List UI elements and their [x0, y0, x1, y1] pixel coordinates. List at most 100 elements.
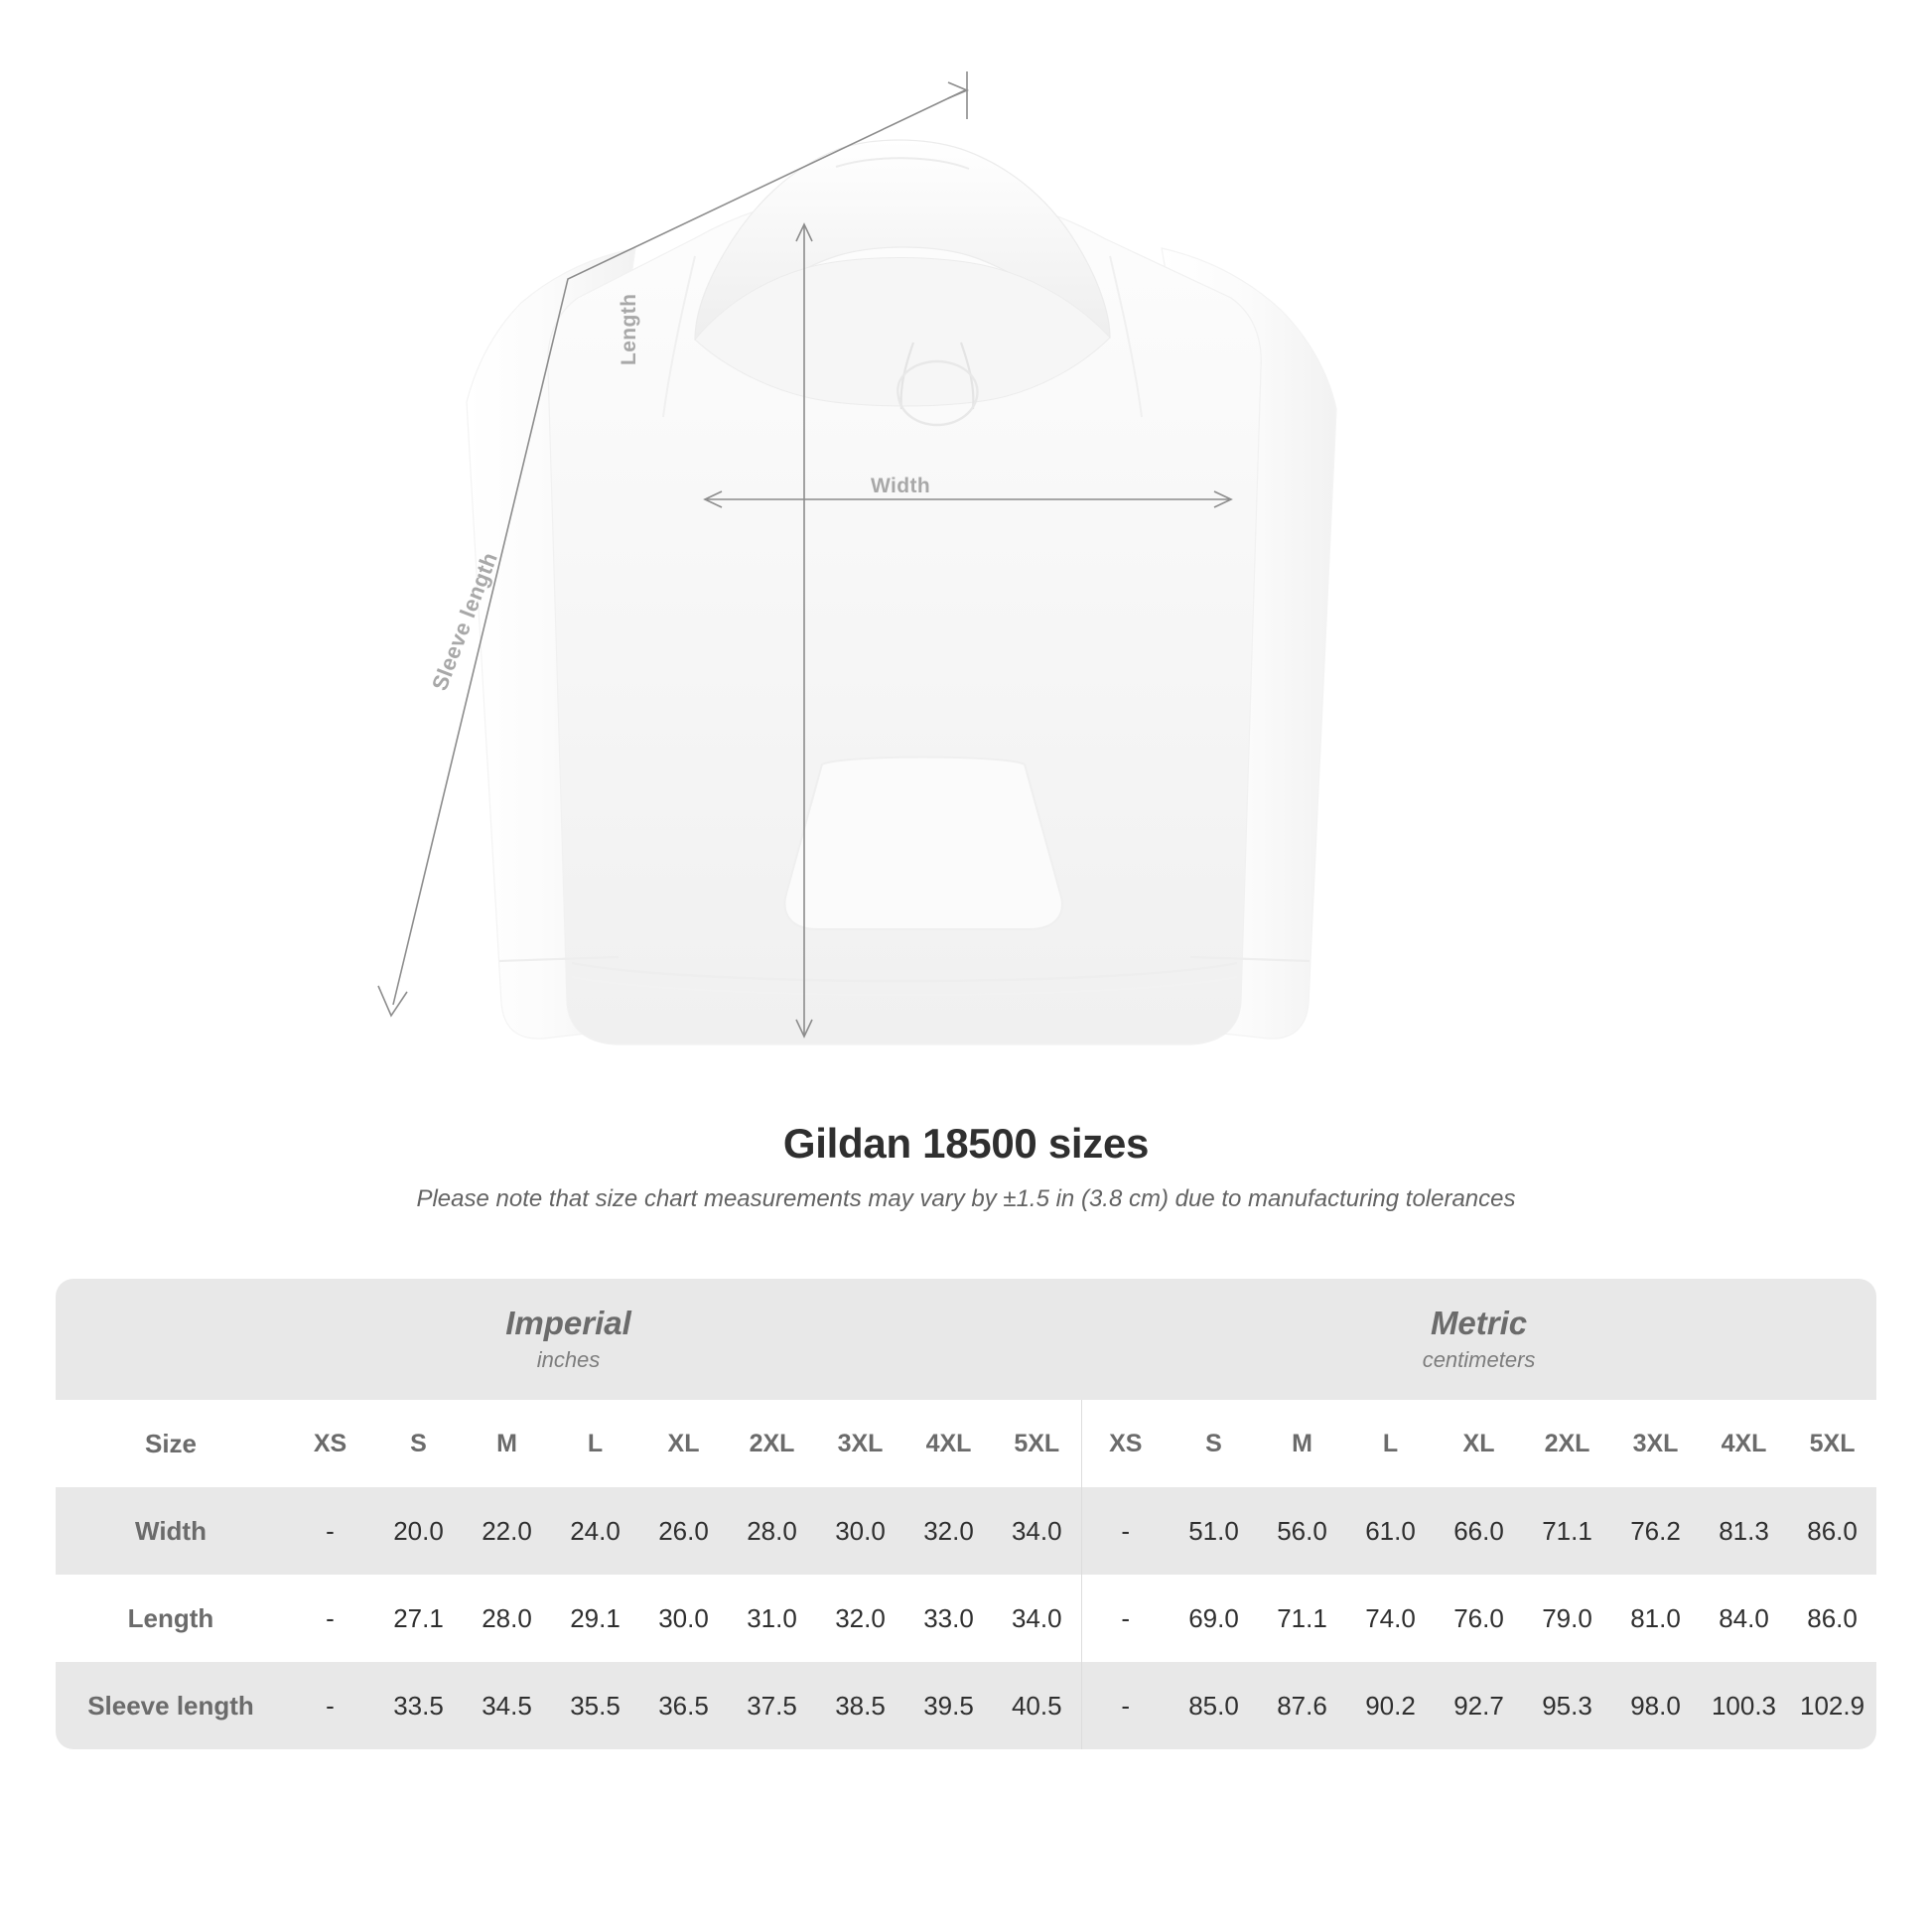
tolerance-note: Please note that size chart measurements…: [416, 1185, 1516, 1212]
cell-width-imperial-m: 22.0: [463, 1487, 551, 1575]
cell-length-imperial-xl: 30.0: [639, 1575, 728, 1662]
cell-length-imperial-xs: -: [286, 1575, 374, 1662]
imperial-unit-name: Imperial: [505, 1304, 631, 1341]
size-header-label: Size: [56, 1400, 286, 1487]
size-col-imperial-m: M: [463, 1400, 551, 1487]
cell-length-metric-m: 71.1: [1258, 1575, 1346, 1662]
cell-sleeve-metric-s: 85.0: [1170, 1662, 1258, 1749]
cell-length-imperial-l: 29.1: [551, 1575, 639, 1662]
cell-width-metric-4xl: 81.3: [1700, 1487, 1788, 1575]
cell-sleeve-imperial-s: 33.5: [374, 1662, 463, 1749]
size-col-imperial-3xl: 3XL: [816, 1400, 904, 1487]
width-label: Width: [871, 475, 931, 497]
cell-length-metric-l: 74.0: [1346, 1575, 1435, 1662]
size-col-metric-l: L: [1346, 1400, 1435, 1487]
cell-sleeve-metric-3xl: 98.0: [1611, 1662, 1700, 1749]
metric-unit-sub: centimeters: [1422, 1347, 1536, 1373]
cell-length-imperial-4xl: 33.0: [904, 1575, 993, 1662]
size-chart-table: Imperial inches Metric centimeters Size …: [56, 1279, 1877, 1749]
cell-sleeve-metric-l: 90.2: [1346, 1662, 1435, 1749]
cell-width-imperial-5xl: 34.0: [993, 1487, 1081, 1575]
length-label: Length: [618, 293, 640, 365]
row-label-length: Length: [56, 1575, 286, 1662]
cell-width-metric-l: 61.0: [1346, 1487, 1435, 1575]
cell-sleeve-imperial-5xl: 40.5: [993, 1662, 1081, 1749]
cell-width-imperial-4xl: 32.0: [904, 1487, 993, 1575]
cell-sleeve-imperial-l: 35.5: [551, 1662, 639, 1749]
cell-sleeve-metric-2xl: 95.3: [1523, 1662, 1611, 1749]
cell-sleeve-metric-m: 87.6: [1258, 1662, 1346, 1749]
size-table-wrapper: Imperial inches Metric centimeters Size …: [56, 1279, 1877, 1749]
cell-sleeve-imperial-xl: 36.5: [639, 1662, 728, 1749]
cell-length-metric-xs: -: [1080, 1575, 1170, 1662]
cell-length-imperial-s: 27.1: [374, 1575, 463, 1662]
unit-header-row: Imperial inches Metric centimeters: [56, 1279, 1877, 1400]
cell-sleeve-imperial-4xl: 39.5: [904, 1662, 993, 1749]
table-row: Width - 20.0 22.0 24.0 26.0 28.0 30.0 32…: [56, 1487, 1877, 1575]
cell-sleeve-metric-xl: 92.7: [1435, 1662, 1523, 1749]
imperial-header-cell: Imperial inches: [56, 1279, 1081, 1400]
size-col-metric-4xl: 4XL: [1700, 1400, 1788, 1487]
size-header-row: Size XS S M L XL 2XL 3XL 4XL 5XL XS S M …: [56, 1400, 1877, 1487]
row-label-sleeve-length: Sleeve length: [56, 1662, 286, 1749]
cell-width-metric-xs: -: [1080, 1487, 1170, 1575]
cell-width-imperial-xs: -: [286, 1487, 374, 1575]
cell-width-imperial-xl: 26.0: [639, 1487, 728, 1575]
cell-width-metric-s: 51.0: [1170, 1487, 1258, 1575]
size-col-imperial-xs: XS: [286, 1400, 374, 1487]
cell-sleeve-metric-xs: -: [1080, 1662, 1170, 1749]
cell-length-imperial-2xl: 31.0: [728, 1575, 816, 1662]
cell-sleeve-imperial-3xl: 38.5: [816, 1662, 904, 1749]
cell-width-metric-xl: 66.0: [1435, 1487, 1523, 1575]
cell-length-metric-4xl: 84.0: [1700, 1575, 1788, 1662]
cell-length-metric-s: 69.0: [1170, 1575, 1258, 1662]
size-col-metric-xs: XS: [1080, 1400, 1170, 1487]
size-col-imperial-2xl: 2XL: [728, 1400, 816, 1487]
cell-length-metric-3xl: 81.0: [1611, 1575, 1700, 1662]
metric-unit-name: Metric: [1430, 1304, 1528, 1341]
cell-width-imperial-s: 20.0: [374, 1487, 463, 1575]
sleeve-length-line: [392, 89, 966, 1006]
cell-length-metric-2xl: 79.0: [1523, 1575, 1611, 1662]
size-col-imperial-4xl: 4XL: [904, 1400, 993, 1487]
size-col-metric-5xl: 5XL: [1788, 1400, 1877, 1487]
row-label-width: Width: [56, 1487, 286, 1575]
size-col-imperial-5xl: 5XL: [993, 1400, 1081, 1487]
cell-length-imperial-3xl: 32.0: [816, 1575, 904, 1662]
cell-length-imperial-m: 28.0: [463, 1575, 551, 1662]
size-col-metric-xl: XL: [1435, 1400, 1523, 1487]
cell-sleeve-metric-4xl: 100.3: [1700, 1662, 1788, 1749]
cell-width-imperial-3xl: 30.0: [816, 1487, 904, 1575]
imperial-unit-sub: inches: [536, 1347, 601, 1373]
cell-width-metric-5xl: 86.0: [1788, 1487, 1877, 1575]
cell-length-metric-5xl: 86.0: [1788, 1575, 1877, 1662]
title-block: Gildan 18500 sizes Please note that size…: [0, 1120, 1932, 1213]
cell-sleeve-imperial-m: 34.5: [463, 1662, 551, 1749]
size-col-imperial-xl: XL: [639, 1400, 728, 1487]
cell-sleeve-imperial-xs: -: [286, 1662, 374, 1749]
size-col-metric-m: M: [1258, 1400, 1346, 1487]
measurement-lines: [377, 71, 1233, 1038]
size-col-metric-3xl: 3XL: [1611, 1400, 1700, 1487]
size-col-metric-s: S: [1170, 1400, 1258, 1487]
size-col-imperial-s: S: [374, 1400, 463, 1487]
cell-width-imperial-l: 24.0: [551, 1487, 639, 1575]
cell-sleeve-metric-5xl: 102.9: [1788, 1662, 1877, 1749]
page-title: Gildan 18500 sizes: [782, 1120, 1150, 1167]
table-row: Sleeve length - 33.5 34.5 35.5 36.5 37.5…: [56, 1662, 1877, 1749]
cell-length-imperial-5xl: 34.0: [993, 1575, 1081, 1662]
cell-width-metric-2xl: 71.1: [1523, 1487, 1611, 1575]
size-col-metric-2xl: 2XL: [1523, 1400, 1611, 1487]
garment-measurement-diagram: Length Width Sleeve length: [377, 71, 1337, 1045]
size-col-imperial-l: L: [551, 1400, 639, 1487]
hoodie-shape: [466, 139, 1337, 1045]
cell-width-metric-3xl: 76.2: [1611, 1487, 1700, 1575]
cell-width-imperial-2xl: 28.0: [728, 1487, 816, 1575]
metric-header-cell: Metric centimeters: [1081, 1279, 1877, 1400]
table-row: Length - 27.1 28.0 29.1 30.0 31.0 32.0 3…: [56, 1575, 1877, 1662]
cell-sleeve-imperial-2xl: 37.5: [728, 1662, 816, 1749]
cell-width-metric-m: 56.0: [1258, 1487, 1346, 1575]
hoodie-illustration: [377, 71, 1337, 1045]
cell-length-metric-xl: 76.0: [1435, 1575, 1523, 1662]
